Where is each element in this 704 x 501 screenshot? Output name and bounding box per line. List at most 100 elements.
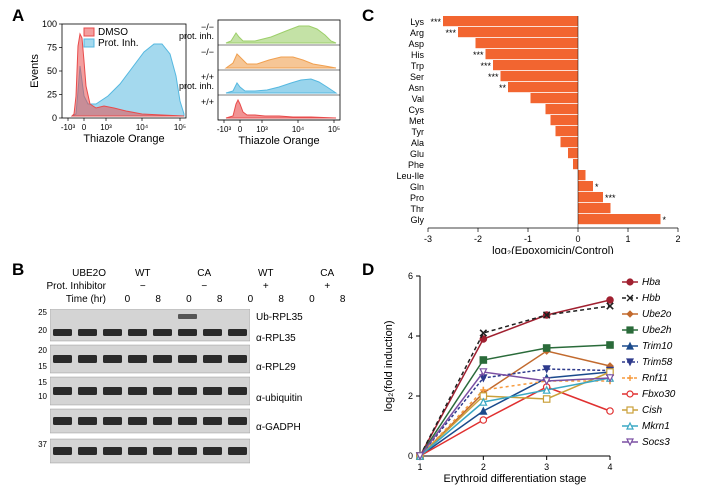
b-col-label: + bbox=[235, 281, 297, 292]
b-col-label: 0 bbox=[112, 294, 143, 305]
b-col-label: − bbox=[112, 281, 174, 292]
svg-text:Arg: Arg bbox=[410, 28, 424, 38]
svg-text:Socs3: Socs3 bbox=[642, 437, 670, 448]
b-col-label: WT bbox=[235, 268, 297, 279]
svg-text:Thr: Thr bbox=[411, 204, 425, 214]
mw-label: 15 bbox=[28, 379, 47, 393]
svg-text:Ala: Ala bbox=[411, 138, 424, 148]
svg-text:Cys: Cys bbox=[409, 105, 425, 115]
svg-text:Cish: Cish bbox=[642, 405, 662, 416]
svg-text:10⁵: 10⁵ bbox=[174, 123, 186, 132]
mw-label: 25 bbox=[28, 309, 47, 327]
a-right-xlabel: Thiazole Orange bbox=[238, 135, 319, 147]
svg-text:1: 1 bbox=[417, 462, 422, 472]
svg-text:+/+: +/+ bbox=[201, 97, 214, 107]
svg-text:Ube2h: Ube2h bbox=[642, 325, 672, 336]
gel-svg bbox=[50, 309, 250, 467]
b-col-label: 0 bbox=[297, 294, 328, 305]
svg-text:***: *** bbox=[473, 50, 484, 60]
svg-text:-2: -2 bbox=[474, 234, 482, 244]
panel-a-svg: 0 25 50 75 100 Events DMSO Prot. Inh. -10³ 0 1… bbox=[28, 10, 358, 170]
b-col-label: 8 bbox=[327, 294, 358, 305]
svg-text:10⁵: 10⁵ bbox=[328, 125, 340, 134]
svg-text:*: * bbox=[595, 182, 599, 192]
svg-text:Hbb: Hbb bbox=[642, 293, 661, 304]
svg-text:***: *** bbox=[430, 17, 441, 27]
band-label: α-ubiquitin bbox=[256, 383, 328, 413]
svg-text:His: His bbox=[411, 50, 424, 60]
svg-text:***: *** bbox=[488, 72, 499, 82]
svg-text:-10³: -10³ bbox=[61, 123, 76, 132]
b-col-label: 8 bbox=[266, 294, 297, 305]
svg-text:Asn: Asn bbox=[408, 83, 424, 93]
svg-text:***: *** bbox=[480, 61, 491, 71]
svg-text:Mkrn1: Mkrn1 bbox=[642, 421, 670, 432]
mw-label: 10 bbox=[28, 393, 47, 441]
svg-text:50: 50 bbox=[47, 66, 57, 76]
svg-text:10³: 10³ bbox=[256, 125, 268, 134]
svg-text:0: 0 bbox=[52, 113, 57, 123]
svg-text:Glu: Glu bbox=[410, 149, 424, 159]
b-col-label: CA bbox=[174, 268, 236, 279]
a-legend-dmso: DMSO bbox=[98, 27, 128, 38]
svg-text:10⁴: 10⁴ bbox=[136, 123, 149, 132]
b-row2-label: Prot. Inhibitor bbox=[28, 281, 112, 292]
band-label: Ub-RPL35 bbox=[256, 309, 328, 325]
mw-label: 20 bbox=[28, 347, 47, 363]
svg-text:Leu-Ile: Leu-Ile bbox=[396, 171, 424, 181]
svg-text:75: 75 bbox=[47, 43, 57, 53]
svg-text:4: 4 bbox=[607, 462, 612, 472]
svg-text:Gln: Gln bbox=[410, 182, 424, 192]
svg-text:Asp: Asp bbox=[408, 39, 424, 49]
b-col-label: WT bbox=[112, 268, 174, 279]
svg-text:Met: Met bbox=[409, 116, 425, 126]
panel-c-svg: Lys***Arg***AspHis***Trp***Ser***Asn**Va… bbox=[378, 8, 698, 254]
svg-text:10⁴: 10⁴ bbox=[292, 125, 305, 134]
c-xlabel: log₂(Epoxomicin/Control) bbox=[492, 245, 614, 254]
svg-text:Lys: Lys bbox=[410, 17, 424, 27]
svg-text:prot. inh.: prot. inh. bbox=[179, 81, 214, 91]
panel-label-a: A bbox=[12, 6, 24, 26]
svg-text:-1: -1 bbox=[524, 234, 532, 244]
svg-text:3: 3 bbox=[544, 462, 549, 472]
d-xlabel: Erythroid differentiation stage bbox=[444, 473, 587, 485]
band-label: α-RPL35 bbox=[256, 325, 328, 351]
a-legend-inh: Prot. Inh. bbox=[98, 38, 139, 49]
svg-text:***: *** bbox=[445, 28, 456, 38]
panel-label-c: C bbox=[362, 6, 374, 26]
svg-text:25: 25 bbox=[47, 90, 57, 100]
b-col-label: − bbox=[174, 281, 236, 292]
svg-text:**: ** bbox=[499, 83, 507, 93]
svg-text:prot. inh.: prot. inh. bbox=[179, 31, 214, 41]
svg-text:2: 2 bbox=[675, 234, 680, 244]
svg-text:-10³: -10³ bbox=[217, 125, 232, 134]
b-col-label: 0 bbox=[174, 294, 205, 305]
svg-text:Ser: Ser bbox=[410, 72, 424, 82]
svg-text:Phe: Phe bbox=[408, 160, 424, 170]
a-left-ylabel: Events bbox=[29, 54, 41, 88]
svg-text:Trim10: Trim10 bbox=[642, 341, 673, 352]
a-left-xlabel: Thiazole Orange bbox=[83, 133, 164, 145]
b-col-label: CA bbox=[297, 268, 359, 279]
b-col-label: 8 bbox=[143, 294, 174, 305]
svg-text:Hba: Hba bbox=[642, 277, 661, 288]
svg-text:0: 0 bbox=[408, 451, 413, 461]
band-label: α-RPL29 bbox=[256, 351, 328, 383]
svg-text:2: 2 bbox=[408, 391, 413, 401]
svg-text:4: 4 bbox=[408, 331, 413, 341]
svg-text:Tyr: Tyr bbox=[412, 127, 425, 137]
svg-text:Fbxo30: Fbxo30 bbox=[642, 389, 676, 400]
panel-d-svg: 0246 1234 log₂(fold induction) Erythroid… bbox=[378, 268, 698, 494]
svg-text:***: *** bbox=[605, 193, 616, 203]
svg-text:Ube2o: Ube2o bbox=[642, 309, 672, 320]
b-col-label: 0 bbox=[235, 294, 266, 305]
svg-text:0: 0 bbox=[82, 123, 87, 132]
svg-text:Rnf11: Rnf11 bbox=[642, 373, 668, 384]
svg-text:10³: 10³ bbox=[100, 123, 112, 132]
panel-label-b: B bbox=[12, 260, 24, 280]
svg-text:Trim58: Trim58 bbox=[642, 357, 673, 368]
panel-b: UBE2O WTCAWTCA Prot. Inhibitor −−++ Time… bbox=[28, 268, 358, 467]
svg-text:100: 100 bbox=[42, 19, 57, 29]
mw-label: 15 bbox=[28, 363, 47, 379]
svg-text:1: 1 bbox=[625, 234, 630, 244]
